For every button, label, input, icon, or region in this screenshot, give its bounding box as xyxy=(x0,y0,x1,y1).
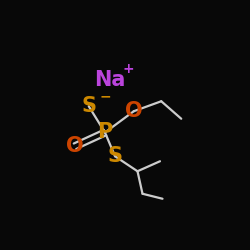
Text: +: + xyxy=(122,62,134,76)
Text: S: S xyxy=(81,96,96,116)
Text: −: − xyxy=(99,90,111,104)
Text: O: O xyxy=(66,136,84,156)
Text: Na: Na xyxy=(94,70,126,90)
Text: P: P xyxy=(98,122,112,142)
Text: S: S xyxy=(108,146,122,166)
Text: O: O xyxy=(125,101,142,121)
